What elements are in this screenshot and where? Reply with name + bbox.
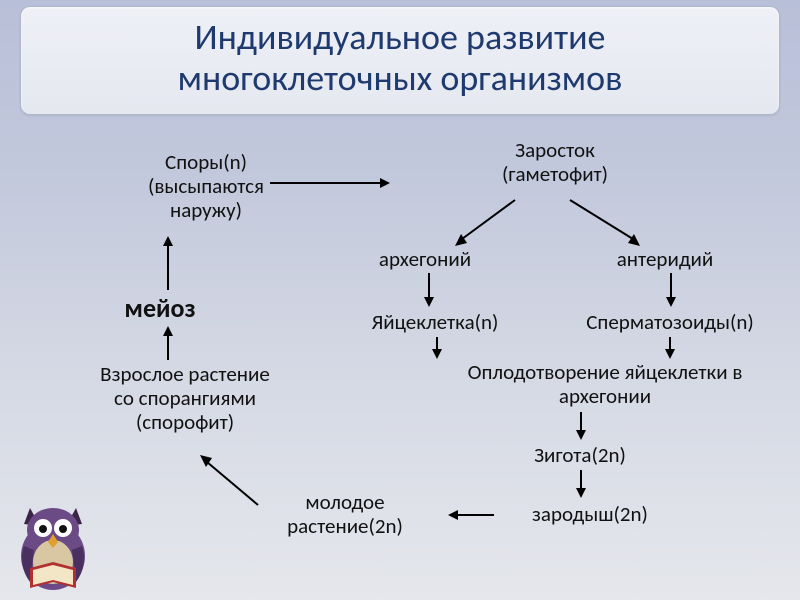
- arrow-adult-to-meiosis: [163, 326, 173, 360]
- arrow-zygote-to-embryo: [576, 470, 586, 498]
- arrow-arch-to-egg: [424, 273, 434, 307]
- node-adult-l2: со спорангиями: [60, 386, 310, 410]
- node-archegonium: архегоний: [345, 247, 505, 271]
- title-box: Индивидуальное развитие многоклеточных о…: [20, 6, 780, 115]
- node-gametophyte-l2: (гаметофит): [455, 162, 655, 186]
- node-gametophyte: Заросток (гаметофит): [455, 138, 655, 186]
- arrow-spores-to-gameto: [270, 178, 390, 188]
- node-embryo-l1: зародыш(2n): [500, 502, 680, 526]
- title-line-1: Индивидуальное развитие: [39, 17, 761, 58]
- node-spores-l1: Споры(n): [106, 150, 306, 174]
- node-zygote-l1: Зигота(2n): [495, 443, 665, 467]
- node-antheridium: антеридий: [585, 247, 745, 271]
- node-sperm-l1: Сперматозоиды(n): [560, 310, 780, 334]
- node-fert: Оплодотворение яйцеклетки в архегонии: [420, 360, 790, 408]
- node-sperm: Сперматозоиды(n): [560, 310, 780, 334]
- title-line-2: многоклеточных организмов: [39, 58, 761, 99]
- node-meiosis: мейоз: [85, 294, 235, 324]
- arrow-anther-to-sperm: [666, 273, 676, 307]
- node-young: молодое растение(2n): [245, 490, 445, 538]
- node-fert-l1: Оплодотворение яйцеклетки в: [420, 360, 790, 384]
- arrow-young-to-adult: [200, 455, 258, 505]
- node-adult: Взрослое растение со спорангиями (спороф…: [60, 362, 310, 434]
- arrow-sperm-to-fert: [665, 337, 675, 359]
- arrow-gameto-to-anther: [570, 200, 640, 246]
- node-egg-l1: Яйцеклетка(n): [345, 310, 525, 334]
- arrow-gameto-to-arch: [455, 200, 515, 246]
- node-zygote: Зигота(2n): [495, 443, 665, 467]
- arrow-egg-to-fert: [432, 337, 442, 359]
- arrow-fert-to-zygote: [576, 412, 586, 440]
- node-young-l1: молодое: [245, 490, 445, 514]
- owl-mascot-icon: [10, 498, 96, 594]
- node-fert-l2: архегонии: [420, 384, 790, 408]
- node-young-l2: растение(2n): [245, 514, 445, 538]
- arrow-embryo-to-young: [448, 510, 494, 520]
- arrow-meiosis-to-spores: [163, 236, 173, 290]
- node-meiosis-l1: мейоз: [85, 294, 235, 324]
- node-adult-l1: Взрослое растение: [60, 362, 310, 386]
- node-antheridium-l1: антеридий: [585, 247, 745, 271]
- node-adult-l3: (спорофит): [60, 410, 310, 434]
- node-egg: Яйцеклетка(n): [345, 310, 525, 334]
- node-gametophyte-l1: Заросток: [455, 138, 655, 162]
- node-spores-l3: наружу): [106, 198, 306, 222]
- node-archegonium-l1: архегоний: [345, 247, 505, 271]
- node-embryo: зародыш(2n): [500, 502, 680, 526]
